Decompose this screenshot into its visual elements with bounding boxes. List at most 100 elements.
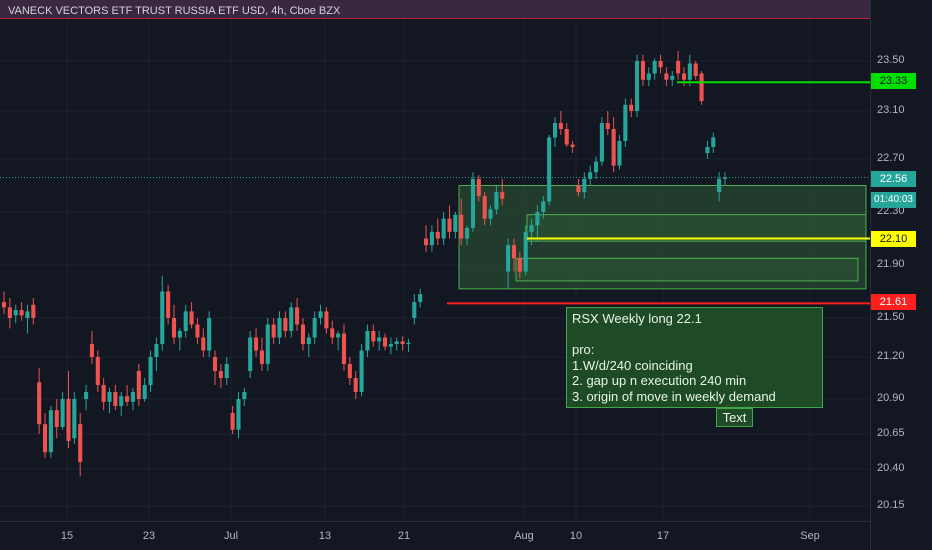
chart-header-bar: VANECK VECTORS ETF TRUST RUSSIA ETF USD,… [0,0,870,19]
candle-body [19,310,24,316]
candle-body [300,324,306,344]
candle-body [259,350,264,364]
candle-body [330,328,335,338]
candle-body [394,341,399,344]
candle-body [265,324,270,364]
candle-body [388,344,393,347]
text-label[interactable]: Text [716,408,753,427]
candle-body [353,378,358,392]
price-tick-label: 23.50 [877,54,905,66]
time-tick-label: 15 [60,530,74,542]
candle-body [341,333,347,364]
candle-body [599,123,604,162]
symbol-title: VANECK VECTORS ETF TRUST RUSSIA ETF USD,… [8,5,341,17]
candle-body [183,311,188,331]
candle-body [482,196,487,219]
candle-body [406,342,411,344]
candle-body [207,318,212,351]
candle-body [60,399,65,427]
candle-body [476,178,481,197]
candle-body [640,61,645,80]
candle-body [699,73,704,101]
candle-body [312,318,317,338]
candle-body [611,129,616,166]
candle-body [195,324,200,338]
green-level-badge: 23.33 [871,73,916,89]
demand-zone [526,214,867,242]
candle-body [570,144,575,147]
candle-body [541,201,546,212]
candle-body [465,227,470,239]
candle-body [582,178,587,193]
candle-body [31,304,36,318]
candle-body [289,307,294,331]
candle-body [687,63,692,80]
candle-body [365,331,370,351]
candle-body [13,310,18,316]
candle-body [248,337,253,371]
candle-body [130,392,136,402]
candle-body [84,392,89,399]
candle-body [371,331,376,342]
bar-countdown-badge: 01:40:03 [871,192,916,208]
candle-body [230,413,235,430]
candle-body [277,318,282,338]
candle-body [676,61,681,74]
candle-body [78,424,83,462]
trade-note-box[interactable]: RSX Weekly long 22.1 pro: 1.W/d/240 coin… [566,307,823,408]
last-price-badge: 22.56 [871,171,916,187]
candle-body [588,172,593,179]
candle-body [359,350,364,392]
candle-body [1,302,7,308]
candle-body [382,337,388,347]
price-tick-label: 23.10 [877,104,905,116]
candle-body [429,231,434,246]
candle-body [593,161,599,173]
candle-body [42,424,48,453]
candle-body [242,392,247,399]
candle-body [107,392,112,402]
price-tick-label: 20.90 [877,392,905,404]
candle-body [617,141,622,166]
price-axis-divider [870,0,871,550]
candle-body [652,61,657,74]
candle-body [212,357,218,371]
time-tick-label: 13 [318,530,332,542]
candle-body [400,341,405,344]
candle-body [447,218,452,232]
candle-body [119,396,124,406]
price-tick-label: 21.90 [877,258,905,270]
candle-body [347,364,352,378]
candle-body [306,337,311,344]
candle-body [72,399,77,439]
candle-body [377,337,382,342]
price-tick-label: 22.70 [877,152,905,164]
candle-body [201,337,206,351]
candle-body [154,344,159,357]
price-tick-label: 22.30 [877,205,905,217]
candle-body [148,357,153,385]
candle-body [711,137,716,147]
candle-body [54,410,59,427]
price-tick-label: 20.40 [877,462,905,474]
candle-body [441,218,446,239]
candle-body [564,129,569,145]
price-tick-label: 21.50 [877,311,905,323]
candle-body [658,61,663,68]
candle-body [423,238,429,246]
candle-body [693,63,698,76]
candle-body [500,192,505,199]
candle-body [506,245,511,272]
yellow-level-badge: 22.10 [871,231,916,247]
time-tick-label: 17 [656,530,670,542]
price-tick-label: 20.65 [877,427,905,439]
demand-zone [515,257,859,282]
time-tick-label: 10 [569,530,583,542]
candle-body [605,123,610,129]
candle-body [664,73,669,80]
candle-body [523,231,528,272]
candle-body [722,177,728,179]
candle-body [295,307,300,325]
